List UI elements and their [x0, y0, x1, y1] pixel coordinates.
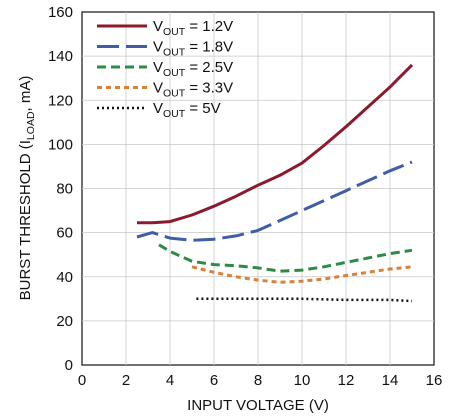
- y-tick-label: 80: [56, 181, 73, 198]
- series-line-3: [158, 243, 413, 273]
- x-tick-label: 16: [426, 372, 443, 389]
- x-tick-label: 6: [210, 372, 218, 389]
- y-tick-label: 140: [48, 48, 73, 65]
- x-tick-label: 4: [166, 372, 174, 389]
- y-tick-label: 20: [56, 313, 73, 330]
- x-tick-label: 8: [254, 372, 262, 389]
- x-tick-label: 2: [122, 372, 130, 389]
- x-tick-label: 12: [338, 372, 355, 389]
- series-line-4: [191, 265, 413, 284]
- x-tick-label: 0: [78, 372, 86, 389]
- x-axis-label: INPUT VOLTAGE (V): [187, 397, 329, 414]
- y-tick-label: 100: [48, 136, 73, 153]
- series-line-2: [136, 160, 413, 242]
- y-tick-label: 120: [48, 92, 73, 109]
- legend-label: VOUT = 1.8V: [153, 39, 233, 59]
- series-line-1: [137, 63, 414, 225]
- legend-label: VOUT = 1.2V: [153, 18, 233, 38]
- legend-label: VOUT = 5V: [153, 100, 221, 120]
- series-line-5: [196, 297, 413, 303]
- legend-label: VOUT = 3.3V: [153, 80, 233, 100]
- y-tick-label: 0: [65, 357, 73, 374]
- grid-lines: [82, 12, 434, 365]
- x-tick-label: 10: [294, 372, 311, 389]
- y-tick-label: 40: [56, 269, 73, 286]
- x-tick-label: 14: [382, 372, 399, 389]
- y-axis-label: BURST THRESHOLD (ILOAD, mA): [17, 76, 37, 301]
- y-tick-label: 60: [56, 225, 73, 242]
- series-lines: [136, 63, 414, 303]
- y-tick-label: 160: [48, 4, 73, 21]
- legend-label: VOUT = 2.5V: [153, 59, 233, 79]
